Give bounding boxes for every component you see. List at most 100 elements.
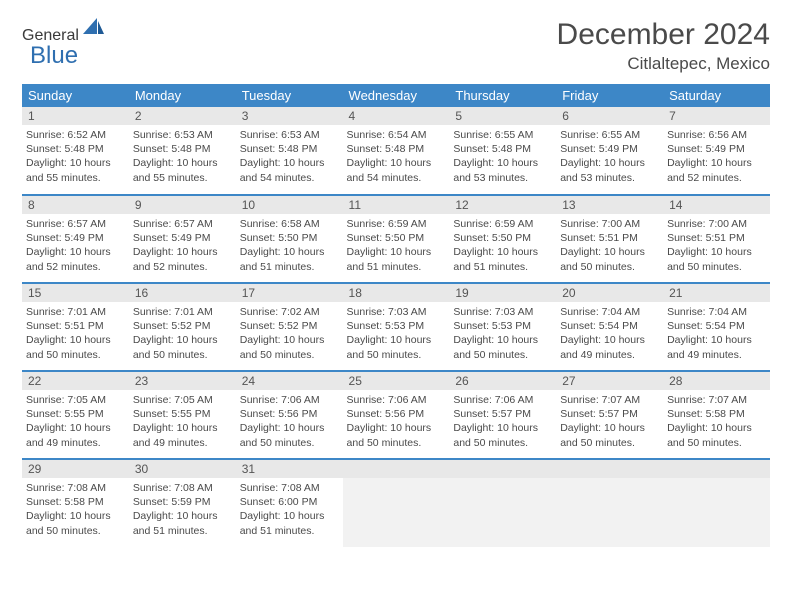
- day-details: Sunrise: 7:03 AMSunset: 5:53 PMDaylight:…: [449, 302, 556, 366]
- day-details: Sunrise: 6:58 AMSunset: 5:50 PMDaylight:…: [236, 214, 343, 278]
- calendar-cell: 21Sunrise: 7:04 AMSunset: 5:54 PMDayligh…: [663, 283, 770, 371]
- day-number: 18: [343, 284, 450, 302]
- day-number: 25: [343, 372, 450, 390]
- weekday-header: Thursday: [449, 84, 556, 107]
- day-details: Sunrise: 7:05 AMSunset: 5:55 PMDaylight:…: [22, 390, 129, 454]
- day-details: Sunrise: 6:55 AMSunset: 5:48 PMDaylight:…: [449, 125, 556, 189]
- header: General December 2024 Citlaltepec, Mexic…: [22, 18, 770, 74]
- calendar-cell: 8Sunrise: 6:57 AMSunset: 5:49 PMDaylight…: [22, 195, 129, 283]
- day-details: Sunrise: 6:53 AMSunset: 5:48 PMDaylight:…: [236, 125, 343, 189]
- calendar-cell: 28Sunrise: 7:07 AMSunset: 5:58 PMDayligh…: [663, 371, 770, 459]
- day-number: 14: [663, 196, 770, 214]
- calendar-cell: 14Sunrise: 7:00 AMSunset: 5:51 PMDayligh…: [663, 195, 770, 283]
- weekday-header: Wednesday: [343, 84, 450, 107]
- day-details: Sunrise: 7:01 AMSunset: 5:51 PMDaylight:…: [22, 302, 129, 366]
- weekday-header: Sunday: [22, 84, 129, 107]
- day-number: 5: [449, 107, 556, 125]
- calendar-cell: 26Sunrise: 7:06 AMSunset: 5:57 PMDayligh…: [449, 371, 556, 459]
- calendar-cell: 17Sunrise: 7:02 AMSunset: 5:52 PMDayligh…: [236, 283, 343, 371]
- calendar-cell: 16Sunrise: 7:01 AMSunset: 5:52 PMDayligh…: [129, 283, 236, 371]
- day-number: 11: [343, 196, 450, 214]
- calendar-cell: 20Sunrise: 7:04 AMSunset: 5:54 PMDayligh…: [556, 283, 663, 371]
- day-details: Sunrise: 6:59 AMSunset: 5:50 PMDaylight:…: [449, 214, 556, 278]
- calendar-cell: [449, 459, 556, 547]
- calendar-cell: 7Sunrise: 6:56 AMSunset: 5:49 PMDaylight…: [663, 107, 770, 195]
- day-details: Sunrise: 6:52 AMSunset: 5:48 PMDaylight:…: [22, 125, 129, 189]
- day-number: 3: [236, 107, 343, 125]
- day-number: 23: [129, 372, 236, 390]
- day-number: 6: [556, 107, 663, 125]
- weekday-header: Friday: [556, 84, 663, 107]
- calendar-row: 29Sunrise: 7:08 AMSunset: 5:58 PMDayligh…: [22, 459, 770, 547]
- calendar-cell: 19Sunrise: 7:03 AMSunset: 5:53 PMDayligh…: [449, 283, 556, 371]
- day-number: 19: [449, 284, 556, 302]
- calendar-cell: 4Sunrise: 6:54 AMSunset: 5:48 PMDaylight…: [343, 107, 450, 195]
- calendar-cell: 1Sunrise: 6:52 AMSunset: 5:48 PMDaylight…: [22, 107, 129, 195]
- calendar-cell: 23Sunrise: 7:05 AMSunset: 5:55 PMDayligh…: [129, 371, 236, 459]
- title-block: December 2024 Citlaltepec, Mexico: [557, 18, 770, 74]
- day-number: 10: [236, 196, 343, 214]
- calendar-row: 1Sunrise: 6:52 AMSunset: 5:48 PMDaylight…: [22, 107, 770, 195]
- day-details: Sunrise: 7:04 AMSunset: 5:54 PMDaylight:…: [663, 302, 770, 366]
- day-number: 12: [449, 196, 556, 214]
- day-number: 27: [556, 372, 663, 390]
- logo-text-blue: Blue: [30, 42, 78, 69]
- weekday-header: Tuesday: [236, 84, 343, 107]
- day-details: Sunrise: 6:57 AMSunset: 5:49 PMDaylight:…: [129, 214, 236, 278]
- calendar-cell: 18Sunrise: 7:03 AMSunset: 5:53 PMDayligh…: [343, 283, 450, 371]
- day-details: Sunrise: 6:59 AMSunset: 5:50 PMDaylight:…: [343, 214, 450, 278]
- calendar-row: 8Sunrise: 6:57 AMSunset: 5:49 PMDaylight…: [22, 195, 770, 283]
- calendar-cell: 11Sunrise: 6:59 AMSunset: 5:50 PMDayligh…: [343, 195, 450, 283]
- day-details: Sunrise: 6:53 AMSunset: 5:48 PMDaylight:…: [129, 125, 236, 189]
- day-number: 29: [22, 460, 129, 478]
- day-details: Sunrise: 6:54 AMSunset: 5:48 PMDaylight:…: [343, 125, 450, 189]
- day-number: 22: [22, 372, 129, 390]
- day-number-empty: [343, 460, 450, 478]
- day-details: Sunrise: 7:08 AMSunset: 5:58 PMDaylight:…: [22, 478, 129, 542]
- day-details: Sunrise: 7:00 AMSunset: 5:51 PMDaylight:…: [556, 214, 663, 278]
- day-details: Sunrise: 6:55 AMSunset: 5:49 PMDaylight:…: [556, 125, 663, 189]
- calendar-row: 22Sunrise: 7:05 AMSunset: 5:55 PMDayligh…: [22, 371, 770, 459]
- calendar-cell: [343, 459, 450, 547]
- day-number: 1: [22, 107, 129, 125]
- weekday-header-row: Sunday Monday Tuesday Wednesday Thursday…: [22, 84, 770, 107]
- calendar-cell: 13Sunrise: 7:00 AMSunset: 5:51 PMDayligh…: [556, 195, 663, 283]
- day-details: Sunrise: 7:03 AMSunset: 5:53 PMDaylight:…: [343, 302, 450, 366]
- day-details: Sunrise: 7:02 AMSunset: 5:52 PMDaylight:…: [236, 302, 343, 366]
- calendar-table: Sunday Monday Tuesday Wednesday Thursday…: [22, 84, 770, 547]
- weekday-header: Saturday: [663, 84, 770, 107]
- calendar-cell: 30Sunrise: 7:08 AMSunset: 5:59 PMDayligh…: [129, 459, 236, 547]
- day-details: Sunrise: 7:06 AMSunset: 5:56 PMDaylight:…: [236, 390, 343, 454]
- calendar-cell: 3Sunrise: 6:53 AMSunset: 5:48 PMDaylight…: [236, 107, 343, 195]
- day-number: 24: [236, 372, 343, 390]
- day-number: 9: [129, 196, 236, 214]
- calendar-cell: 6Sunrise: 6:55 AMSunset: 5:49 PMDaylight…: [556, 107, 663, 195]
- day-number: 13: [556, 196, 663, 214]
- day-number-empty: [449, 460, 556, 478]
- day-number: 21: [663, 284, 770, 302]
- day-details: Sunrise: 6:57 AMSunset: 5:49 PMDaylight:…: [22, 214, 129, 278]
- day-details: Sunrise: 7:06 AMSunset: 5:56 PMDaylight:…: [343, 390, 450, 454]
- calendar-cell: 9Sunrise: 6:57 AMSunset: 5:49 PMDaylight…: [129, 195, 236, 283]
- day-details: Sunrise: 6:56 AMSunset: 5:49 PMDaylight:…: [663, 125, 770, 189]
- day-details: Sunrise: 7:00 AMSunset: 5:51 PMDaylight:…: [663, 214, 770, 278]
- calendar-cell: 31Sunrise: 7:08 AMSunset: 6:00 PMDayligh…: [236, 459, 343, 547]
- day-number: 30: [129, 460, 236, 478]
- day-number: 16: [129, 284, 236, 302]
- calendar-cell: 25Sunrise: 7:06 AMSunset: 5:56 PMDayligh…: [343, 371, 450, 459]
- day-details: Sunrise: 7:07 AMSunset: 5:57 PMDaylight:…: [556, 390, 663, 454]
- day-details: Sunrise: 7:05 AMSunset: 5:55 PMDaylight:…: [129, 390, 236, 454]
- day-details: Sunrise: 7:01 AMSunset: 5:52 PMDaylight:…: [129, 302, 236, 366]
- calendar-cell: 5Sunrise: 6:55 AMSunset: 5:48 PMDaylight…: [449, 107, 556, 195]
- calendar-cell: 15Sunrise: 7:01 AMSunset: 5:51 PMDayligh…: [22, 283, 129, 371]
- weekday-header: Monday: [129, 84, 236, 107]
- day-details: Sunrise: 7:07 AMSunset: 5:58 PMDaylight:…: [663, 390, 770, 454]
- location: Citlaltepec, Mexico: [557, 54, 770, 74]
- day-number: 17: [236, 284, 343, 302]
- day-number-empty: [663, 460, 770, 478]
- month-title: December 2024: [557, 18, 770, 52]
- calendar-cell: 2Sunrise: 6:53 AMSunset: 5:48 PMDaylight…: [129, 107, 236, 195]
- calendar-row: 15Sunrise: 7:01 AMSunset: 5:51 PMDayligh…: [22, 283, 770, 371]
- calendar-cell: [663, 459, 770, 547]
- day-number: 7: [663, 107, 770, 125]
